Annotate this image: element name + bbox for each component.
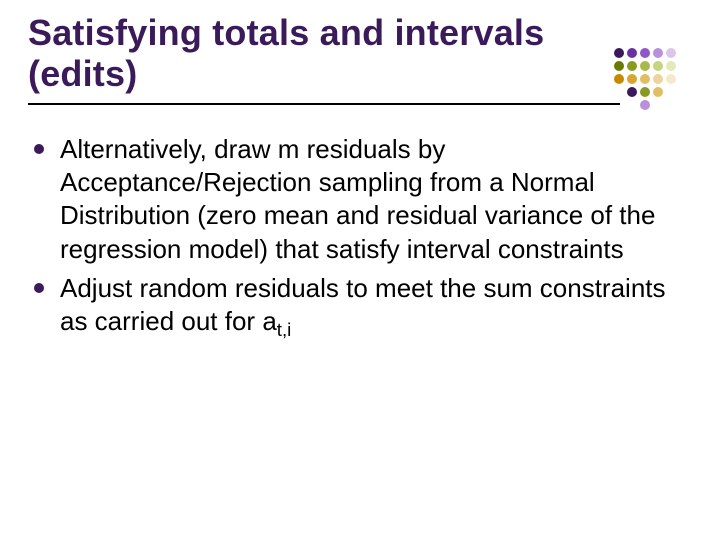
decor-dot <box>653 48 663 58</box>
bullet-icon <box>34 283 44 293</box>
decor-dot <box>666 61 676 71</box>
subscript: t,i <box>277 319 292 340</box>
decor-dot <box>640 100 650 110</box>
list-item: Adjust random residuals to meet the sum … <box>34 272 692 339</box>
decor-dot <box>614 48 624 58</box>
decor-dot <box>653 74 663 84</box>
decor-dot <box>614 74 624 84</box>
decor-dot <box>627 48 637 58</box>
decor-dot <box>627 87 637 97</box>
decor-dot <box>614 61 624 71</box>
title-underline <box>28 103 620 105</box>
decor-dot <box>666 48 676 58</box>
title-block: Satisfying totals and intervals (edits) <box>28 12 692 105</box>
slide-title: Satisfying totals and intervals (edits) <box>28 12 692 95</box>
decor-dot <box>640 87 650 97</box>
title-line-1: Satisfying totals and intervals <box>28 12 544 53</box>
decor-dot <box>640 74 650 84</box>
decor-dot <box>627 61 637 71</box>
list-item: Alternatively, draw m residuals by Accep… <box>34 133 692 266</box>
title-line-2: (edits) <box>28 53 137 94</box>
bullet-text: Alternatively, draw m residuals by Accep… <box>60 133 692 266</box>
decor-dot <box>640 48 650 58</box>
decor-dot <box>627 74 637 84</box>
decorative-dots <box>614 48 686 112</box>
bullet-text-prefix: Adjust random residuals to meet the sum … <box>60 273 666 336</box>
decor-dot <box>653 87 663 97</box>
slide-body: Alternatively, draw m residuals by Accep… <box>28 133 692 339</box>
decor-dot <box>666 74 676 84</box>
slide: Satisfying totals and intervals (edits) … <box>0 0 720 540</box>
decor-dot <box>653 61 663 71</box>
bullet-icon <box>34 144 44 154</box>
bullet-text: Adjust random residuals to meet the sum … <box>60 272 692 339</box>
decor-dot <box>640 61 650 71</box>
